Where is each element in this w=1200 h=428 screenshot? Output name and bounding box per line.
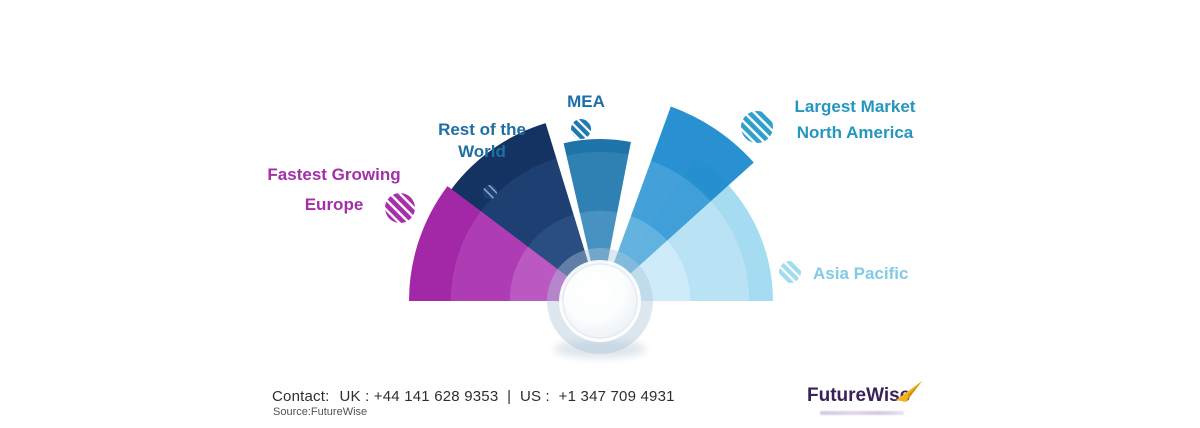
label-north-america: Largest Market North America	[786, 97, 924, 142]
futurewise-logo: FutureWise	[807, 381, 937, 422]
wedge-europe	[409, 186, 600, 301]
label-asia-pacific: Asia Pacific	[813, 264, 909, 283]
contact-line: Contact: UK : +44 141 628 9353 | US : +1 …	[272, 388, 675, 405]
source-line: Source:FutureWise	[273, 406, 368, 418]
wedge-north-america	[600, 106, 754, 301]
mea-swatch-icon	[571, 119, 591, 139]
north-america-swatch-icon	[741, 111, 773, 143]
sphere-ball	[562, 263, 638, 339]
contact-label: Contact:	[272, 388, 330, 405]
paper-plane-icon	[896, 381, 922, 402]
asia-pacific-swatch-icon	[779, 261, 801, 283]
sphere-shadow	[554, 340, 646, 358]
label-europe: Fastest Growing Europe	[248, 165, 420, 214]
wedge-asia-pacific	[600, 157, 773, 301]
contact-numbers: UK : +44 141 628 9353 | US : +1 347 709 …	[339, 388, 675, 405]
label-europe-name: Europe	[304, 195, 364, 214]
europe-swatch-icon	[385, 193, 415, 223]
label-mea: MEA	[567, 92, 605, 111]
label-na-annotation: Largest Market	[794, 97, 916, 116]
rest-of-world-swatch-icon	[483, 185, 497, 199]
label-rest-of-world: Rest of the World	[438, 120, 526, 161]
logo-tagline	[820, 411, 904, 415]
wedge-rest-of-world	[440, 123, 600, 301]
wedge-mea	[563, 139, 631, 301]
label-europe-annotation: Fastest Growing	[267, 165, 401, 184]
futurewise-logo-text: FutureWise	[807, 385, 911, 406]
label-na-name: North America	[796, 123, 914, 142]
